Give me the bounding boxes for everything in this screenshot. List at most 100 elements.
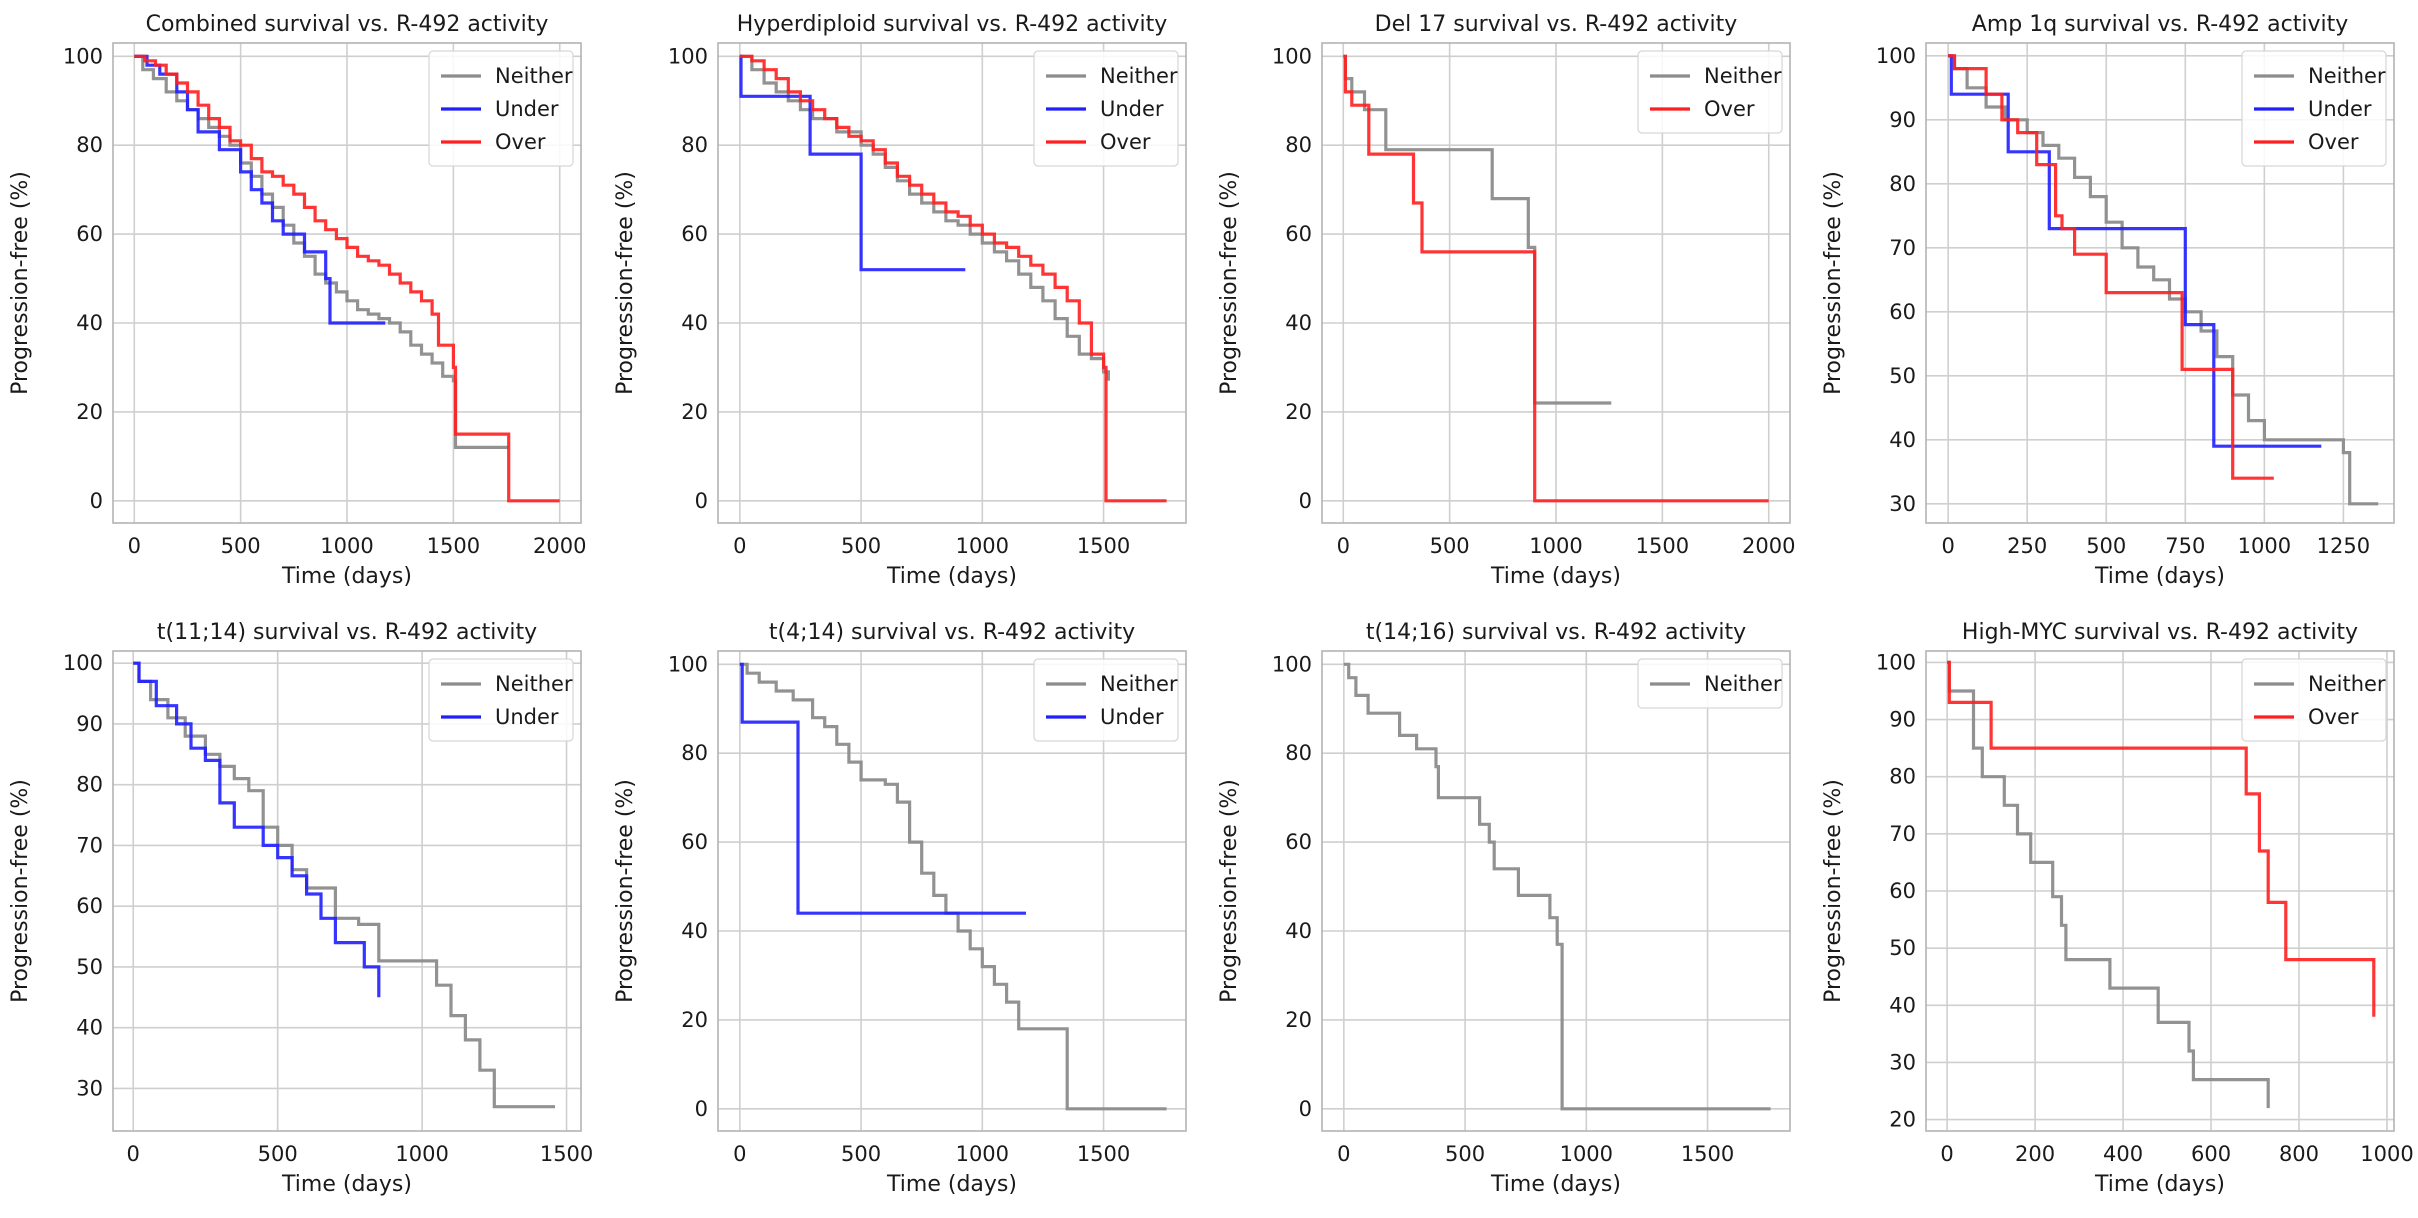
- y-axis-label: Progression-free (%): [8, 171, 33, 395]
- y-tick-label: 30: [1889, 1050, 1916, 1074]
- y-tick-label: 0: [1299, 489, 1312, 513]
- chart-title: t(11;14) survival vs. R-492 activity: [157, 620, 537, 645]
- x-tick-label: 250: [2007, 534, 2047, 558]
- legend-box: [2241, 50, 2387, 167]
- x-tick-label: 500: [841, 1142, 881, 1166]
- legend: Neither Over: [1637, 50, 1783, 134]
- x-tick-label: 750: [2165, 534, 2205, 558]
- y-tick-label: 80: [681, 741, 708, 765]
- series-line-neither: [1948, 54, 2379, 506]
- y-tick-label: 70: [1889, 236, 1916, 260]
- x-axis-label: Time (days): [886, 1172, 1017, 1197]
- legend-label-over: Over: [2308, 705, 2359, 729]
- chart-panel-6: 0 500 1000 1500 0 20 40 60 80 100 Neither Under t(4;…: [613, 620, 1187, 1197]
- y-tick-label: 60: [76, 222, 103, 246]
- chart-panel-8: 0 200 400 600 800 1000 20 30 40 50 60 70 80 90 100 Neit…: [1821, 620, 2414, 1197]
- x-tick-label: 1000: [1560, 1142, 1613, 1166]
- y-tick-label: 20: [1285, 1008, 1312, 1032]
- y-tick-label: 40: [681, 919, 708, 943]
- chart-title: t(14;16) survival vs. R-492 activity: [1366, 620, 1746, 645]
- chart-panel-1: 0 500 1000 1500 2000 0 20 40 60 80 100 Neither Under…: [8, 12, 586, 589]
- x-tick-label: 500: [841, 534, 881, 558]
- legend-label-over: Over: [1100, 130, 1151, 154]
- legend-box: [428, 50, 574, 167]
- legend: Neither: [1637, 658, 1783, 709]
- y-tick-label: 80: [1285, 133, 1312, 157]
- legend-label-under: Under: [495, 97, 559, 121]
- chart-title: Del 17 survival vs. R-492 activity: [1375, 12, 1738, 37]
- legend-box: [1637, 658, 1783, 709]
- x-tick-label: 500: [2086, 534, 2126, 558]
- legend: Neither Under: [1033, 658, 1179, 742]
- x-tick-label: 1000: [395, 1142, 448, 1166]
- x-tick-label: 1500: [1077, 534, 1130, 558]
- x-tick-label: 1500: [1636, 534, 1689, 558]
- x-tick-label: 0: [1337, 1142, 1350, 1166]
- y-tick-label: 20: [1285, 400, 1312, 424]
- y-tick-label: 100: [63, 44, 103, 68]
- x-tick-label: 2000: [533, 534, 586, 558]
- x-tick-label: 0: [733, 534, 746, 558]
- series-line-neither: [1343, 662, 1771, 1111]
- series-line-neither: [1947, 660, 2270, 1109]
- x-tick-label: 1500: [1077, 1142, 1130, 1166]
- x-tick-label: 1250: [2317, 534, 2370, 558]
- legend: Neither Under: [428, 658, 574, 742]
- x-tick-label: 0: [1337, 534, 1350, 558]
- y-axis-label: Progression-free (%): [8, 779, 33, 1003]
- series-line-under: [739, 54, 966, 272]
- x-axis-label: Time (days): [281, 1172, 412, 1197]
- y-tick-label: 70: [76, 833, 103, 857]
- x-tick-label: 1500: [427, 534, 480, 558]
- y-tick-label: 100: [1876, 44, 1916, 68]
- chart-panel-5: 0 500 1000 1500 30 40 50 60 70 80 90 100 Neither Unde…: [8, 620, 593, 1197]
- plot-frame: [1321, 42, 1791, 524]
- y-tick-label: 80: [1285, 741, 1312, 765]
- y-tick-label: 60: [681, 222, 708, 246]
- x-tick-label: 500: [1445, 1142, 1485, 1166]
- legend-label-neither: Neither: [1704, 672, 1782, 696]
- legend: Neither Under Over: [2241, 50, 2387, 167]
- y-tick-label: 50: [1889, 936, 1916, 960]
- x-tick-label: 1000: [956, 1142, 1009, 1166]
- series-line-under: [133, 661, 381, 998]
- legend-label-neither: Neither: [1100, 672, 1178, 696]
- y-tick-label: 60: [681, 830, 708, 854]
- x-axis-label: Time (days): [2094, 1172, 2225, 1197]
- y-tick-label: 100: [1272, 652, 1312, 676]
- legend-label-over: Over: [495, 130, 546, 154]
- y-tick-label: 40: [681, 311, 708, 335]
- legend-label-under: Under: [495, 705, 559, 729]
- x-tick-label: 200: [2015, 1142, 2055, 1166]
- chart-title: Hyperdiploid survival vs. R-492 activity: [737, 12, 1167, 37]
- x-tick-label: 0: [733, 1142, 746, 1166]
- chart-title: t(4;14) survival vs. R-492 activity: [769, 620, 1135, 645]
- y-tick-label: 80: [76, 133, 103, 157]
- y-tick-label: 20: [76, 400, 103, 424]
- x-tick-label: 2000: [1742, 534, 1795, 558]
- y-tick-label: 40: [76, 311, 103, 335]
- legend-box: [428, 658, 574, 742]
- x-tick-label: 1000: [2238, 534, 2291, 558]
- x-axis-label: Time (days): [2094, 564, 2225, 589]
- y-tick-label: 80: [76, 773, 103, 797]
- y-tick-label: 40: [1285, 919, 1312, 943]
- legend: Neither Under Over: [428, 50, 574, 167]
- x-tick-label: 1000: [2360, 1142, 2413, 1166]
- legend-label-neither: Neither: [495, 672, 573, 696]
- y-axis-label: Progression-free (%): [613, 171, 638, 395]
- series-line-over: [739, 54, 1167, 503]
- legend-label-neither: Neither: [2308, 64, 2386, 88]
- x-tick-label: 500: [258, 1142, 298, 1166]
- plot-frame: [717, 42, 1187, 524]
- x-tick-label: 0: [128, 534, 141, 558]
- legend-label-over: Over: [1704, 97, 1755, 121]
- y-tick-label: 40: [1889, 993, 1916, 1017]
- legend-box: [2241, 658, 2387, 742]
- y-tick-label: 90: [76, 712, 103, 736]
- x-tick-label: 1000: [320, 534, 373, 558]
- x-tick-label: 1500: [1681, 1142, 1734, 1166]
- y-tick-label: 100: [668, 44, 708, 68]
- x-tick-label: 500: [1430, 534, 1470, 558]
